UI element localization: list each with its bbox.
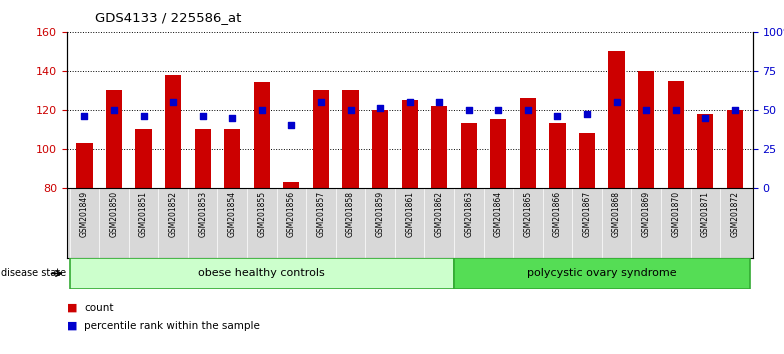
Point [314, 99, 327, 105]
Text: GSM201855: GSM201855 [257, 191, 267, 237]
Bar [194, 129, 211, 188]
Bar [608, 51, 625, 188]
Text: GSM201861: GSM201861 [405, 191, 414, 237]
Point [285, 122, 298, 128]
Text: GSM201858: GSM201858 [346, 191, 355, 237]
Bar [520, 98, 536, 188]
Bar [254, 82, 270, 188]
Point [256, 107, 268, 113]
Bar [579, 133, 595, 188]
Point [403, 99, 416, 105]
Bar [727, 110, 743, 188]
Text: GSM201851: GSM201851 [139, 191, 148, 237]
Point [670, 107, 682, 113]
Point [167, 99, 180, 105]
Point [492, 107, 505, 113]
Bar [283, 182, 299, 188]
Point [196, 113, 209, 118]
Text: GSM201868: GSM201868 [612, 191, 621, 237]
Bar [70, 258, 454, 289]
Bar [638, 71, 655, 188]
Point [463, 107, 475, 113]
Text: percentile rank within the sample: percentile rank within the sample [84, 321, 260, 331]
Text: GSM201859: GSM201859 [376, 191, 385, 237]
Point [107, 107, 120, 113]
Text: GSM201849: GSM201849 [80, 191, 89, 237]
Text: disease state: disease state [1, 268, 66, 279]
Text: GSM201852: GSM201852 [169, 191, 178, 237]
Text: GSM201863: GSM201863 [464, 191, 474, 237]
Text: GSM201854: GSM201854 [227, 191, 237, 237]
Point [699, 115, 712, 120]
Bar [224, 129, 241, 188]
Bar [668, 80, 684, 188]
Bar [550, 124, 565, 188]
Text: ■: ■ [67, 321, 77, 331]
Point [137, 113, 150, 118]
Bar [401, 100, 418, 188]
Text: GSM201872: GSM201872 [731, 191, 739, 237]
Text: GSM201857: GSM201857 [317, 191, 325, 237]
Text: obese healthy controls: obese healthy controls [198, 268, 325, 279]
Point [728, 107, 741, 113]
Point [581, 111, 593, 116]
Bar [136, 129, 151, 188]
Point [344, 107, 357, 113]
Point [551, 113, 564, 118]
Text: count: count [84, 303, 114, 313]
Text: GSM201866: GSM201866 [553, 191, 562, 237]
Point [374, 105, 387, 110]
Bar [461, 124, 477, 188]
Text: GSM201871: GSM201871 [701, 191, 710, 237]
Text: GSM201864: GSM201864 [494, 191, 503, 237]
Point [433, 99, 445, 105]
Bar [372, 110, 388, 188]
Bar [697, 114, 713, 188]
Bar [490, 120, 506, 188]
Text: GSM201865: GSM201865 [524, 191, 532, 237]
Bar [454, 258, 750, 289]
Bar [106, 90, 122, 188]
Text: polycystic ovary syndrome: polycystic ovary syndrome [527, 268, 677, 279]
Point [611, 99, 623, 105]
Text: GSM201870: GSM201870 [671, 191, 681, 237]
Bar [343, 90, 358, 188]
Text: GSM201862: GSM201862 [434, 191, 444, 237]
Point [521, 107, 534, 113]
Text: GSM201853: GSM201853 [198, 191, 207, 237]
Point [640, 107, 652, 113]
Text: GSM201869: GSM201869 [641, 191, 651, 237]
Bar [313, 90, 329, 188]
Text: GDS4133 / 225586_at: GDS4133 / 225586_at [96, 11, 241, 24]
Text: GSM201856: GSM201856 [287, 191, 296, 237]
Bar [431, 106, 448, 188]
Text: GSM201850: GSM201850 [110, 191, 118, 237]
Point [78, 113, 91, 118]
Text: GSM201867: GSM201867 [583, 191, 592, 237]
Text: ■: ■ [67, 303, 77, 313]
Point [226, 115, 238, 120]
Bar [165, 75, 181, 188]
Bar [76, 143, 93, 188]
